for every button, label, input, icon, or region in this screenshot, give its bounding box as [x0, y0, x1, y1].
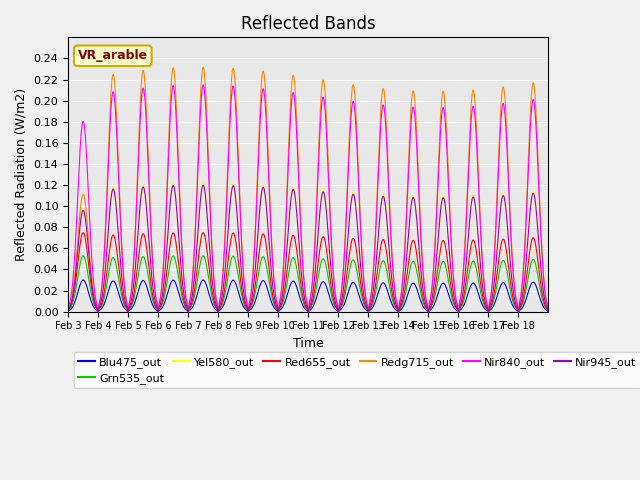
- X-axis label: Time: Time: [292, 337, 324, 350]
- Y-axis label: Reflected Radiation (W/m2): Reflected Radiation (W/m2): [15, 88, 28, 261]
- Title: Reflected Bands: Reflected Bands: [241, 15, 376, 33]
- Legend: Blu475_out, Grn535_out, Yel580_out, Red655_out, Redg715_out, Nir840_out, Nir945_: Blu475_out, Grn535_out, Yel580_out, Red6…: [74, 352, 640, 388]
- Text: VR_arable: VR_arable: [77, 49, 148, 62]
